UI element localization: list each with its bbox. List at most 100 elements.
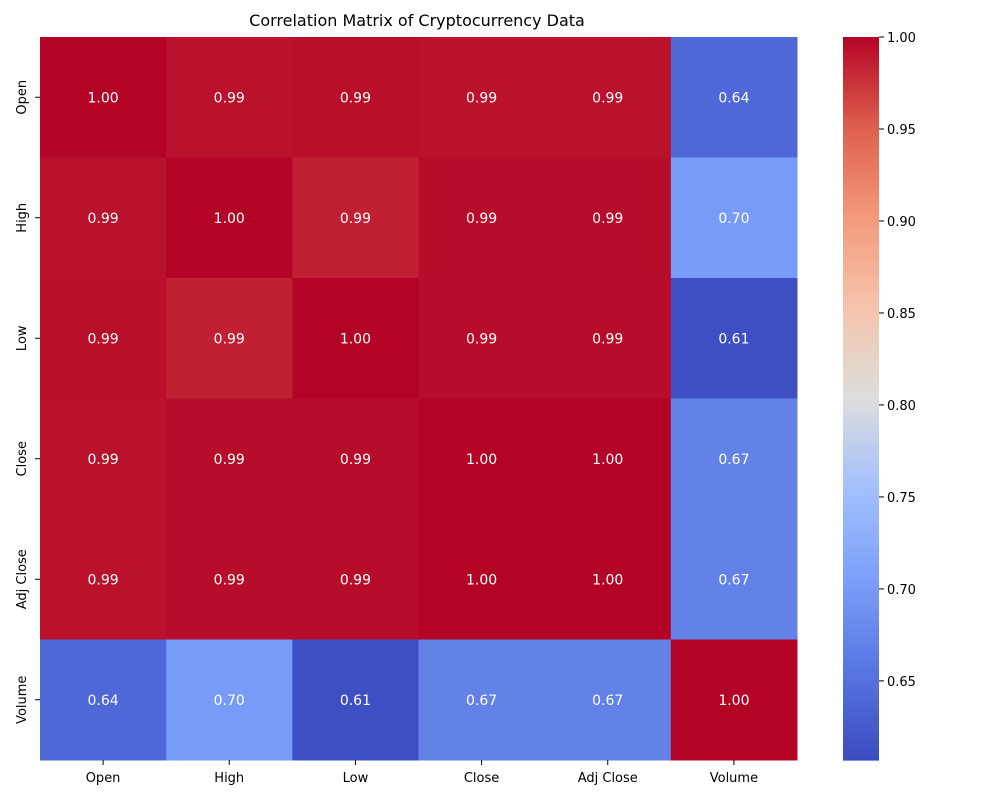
cell-annotation: 0.99 [340,211,371,227]
colorbar-segment [843,658,879,663]
heatmap-cell [418,639,546,761]
heatmap-cell [292,278,419,399]
heatmap-annotations: 1.00 0.99 0.99 0.99 0.99 0.64 0.99 1.00 0.99 0.99… [87,90,749,709]
colorbar-segment [843,380,879,385]
cell-annotation: 0.67 [592,693,623,709]
colorbar-segment [843,145,879,150]
colorbar-segment [843,676,879,682]
colorbar-tick-label: 0.85 [887,307,916,322]
colorbar-segment [843,716,879,721]
colorbar-segment [843,463,879,468]
colorbar-segment [843,535,879,541]
cell-annotation: 0.99 [87,331,118,347]
heatmap-cell [544,278,672,399]
colorbar-segment [843,47,879,53]
colorbar-segment [843,98,879,103]
colorbar-segment [843,423,879,429]
colorbar-segment [843,416,879,421]
cell-annotation: 1.00 [87,90,118,106]
colorbar-segment [843,521,879,526]
colorbar-segment [843,340,879,345]
colorbar-segment [843,105,879,110]
cell-annotation: 0.67 [718,572,749,588]
colorbar-segment [843,488,879,494]
colorbar-tick-label: 0.95 [887,123,916,138]
cell-annotation: 1.00 [592,572,623,588]
colorbar-segment [843,622,879,627]
colorbar-segment [843,73,879,78]
x-tick-label: Volume [710,771,758,786]
colorbar-segment [843,673,879,678]
colorbar-segment [843,731,879,736]
colorbar-segment [843,152,879,157]
heatmap-cell [544,639,672,761]
x-axis: Open High Low Close Adj Close Volume [86,760,758,786]
colorbar-segment [843,196,879,201]
y-tick-label: High [15,203,30,233]
chart-title: Correlation Matrix of Cryptocurrency Dat… [249,11,585,30]
colorbar-segment [843,344,879,349]
colorbar-segment [843,564,879,570]
heatmap-cell [40,519,167,640]
colorbar-segment [843,644,879,649]
colorbar-segment [843,503,879,508]
cell-annotation: 0.99 [87,211,118,227]
y-tick-label: Close [15,441,30,476]
cell-annotation: 0.99 [466,90,497,106]
colorbar-segment [843,582,879,588]
colorbar-segment [843,514,879,519]
colorbar-segment [843,170,879,175]
x-tick-label: Adj Close [578,771,638,786]
heatmap-cell [166,278,293,399]
colorbar-segment [843,300,879,306]
colorbar-segment [843,322,879,327]
colorbar-segment [843,723,879,729]
heatmap-cell [544,398,672,520]
colorbar-segment [843,593,879,598]
colorbar-segment [843,456,879,461]
x-tick-label: Close [464,771,499,786]
x-tick-label: High [214,771,244,786]
colorbar-segment [843,734,879,739]
colorbar-segment [843,83,879,89]
cell-annotation: 0.67 [718,452,749,468]
colorbar-segment [843,427,879,432]
colorbar-segment [843,608,879,613]
colorbar-segment [843,315,879,320]
cell-annotation: 0.70 [214,693,245,709]
colorbar-tick-label: 0.75 [887,491,916,506]
colorbar-segment [843,532,879,537]
y-axis: Open High Low Close Adj Close Volume [15,80,40,724]
colorbar-segment [843,470,879,476]
heatmap-cell [292,37,419,158]
colorbar-segment [843,130,879,136]
heatmap-cell [166,398,293,520]
colorbar-segment [843,62,879,67]
heatmap-cell [670,398,798,520]
colorbar-segment [843,517,879,523]
colorbar-segment [843,619,879,624]
colorbar-segment [843,55,879,60]
colorbar-segment [843,271,879,277]
heatmap-cell [40,278,167,399]
colorbar-segment [843,282,879,288]
colorbar-segment [843,405,879,410]
cell-annotation: 0.67 [466,693,497,709]
colorbar-segment [843,604,879,609]
colorbar-segment [843,91,879,96]
heatmap-cell [544,37,672,158]
heatmap-cell [670,278,798,399]
colorbar-segment [843,250,879,255]
colorbar-segment [843,738,879,743]
colorbar-segment [843,626,879,631]
colorbar-segment [843,525,879,530]
colorbar-segment [843,449,879,454]
colorbar-segment [843,528,879,533]
colorbar-segment [843,412,879,418]
colorbar-segment [843,752,879,757]
colorbar-segment [843,387,879,392]
colorbar-segment [843,394,879,400]
cell-annotation: 1.00 [466,572,497,588]
colorbar-segment [843,329,879,335]
